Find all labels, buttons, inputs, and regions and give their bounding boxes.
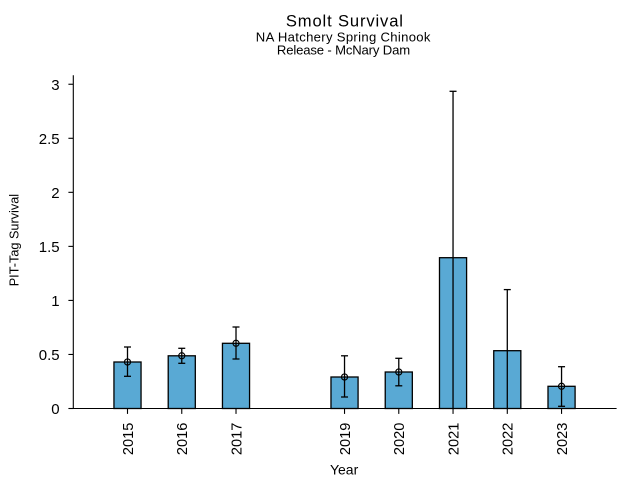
svg-text:2.5: 2.5 xyxy=(39,131,60,148)
svg-text:2017: 2017 xyxy=(229,423,245,455)
svg-text:3: 3 xyxy=(51,77,59,94)
svg-text:2015: 2015 xyxy=(121,423,137,455)
svg-text:1: 1 xyxy=(51,293,59,310)
svg-text:2019: 2019 xyxy=(338,423,354,455)
svg-text:Year: Year xyxy=(330,461,359,477)
svg-text:Release - McNary Dam: Release - McNary Dam xyxy=(277,42,410,57)
svg-text:2020: 2020 xyxy=(392,423,408,455)
svg-text:0.5: 0.5 xyxy=(39,347,60,364)
svg-text:2022: 2022 xyxy=(501,423,517,455)
svg-text:PIT-Tag Survival: PIT-Tag Survival xyxy=(8,194,22,286)
svg-text:2021: 2021 xyxy=(446,423,462,455)
svg-text:2023: 2023 xyxy=(555,423,571,455)
svg-text:0: 0 xyxy=(51,401,59,418)
svg-text:2: 2 xyxy=(51,185,59,202)
svg-text:Smolt Survival: Smolt Survival xyxy=(286,12,404,31)
svg-text:2016: 2016 xyxy=(175,423,191,455)
svg-text:1.5: 1.5 xyxy=(39,239,60,256)
svg-text:NA Hatchery Spring Chinook: NA Hatchery Spring Chinook xyxy=(256,29,431,44)
